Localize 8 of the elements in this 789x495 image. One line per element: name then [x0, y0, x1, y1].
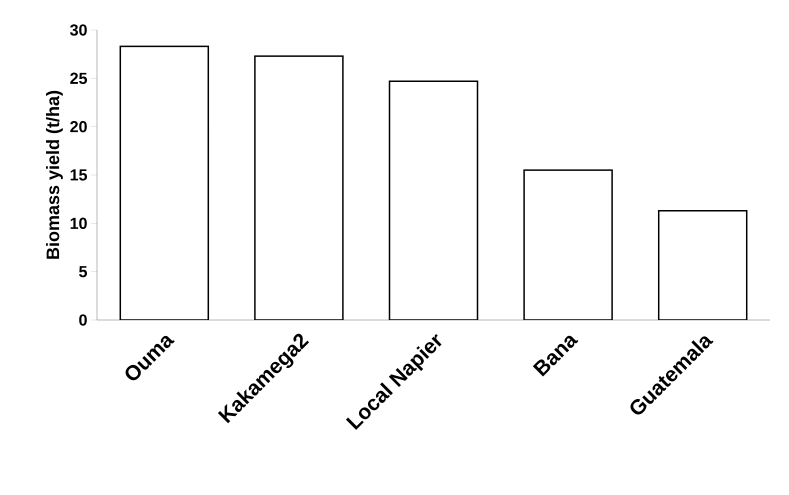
y-tick-label: 20 — [70, 121, 87, 132]
y-tick-label: 15 — [70, 169, 88, 181]
y-tick-label: 5 — [79, 266, 88, 278]
y-tick-label: 0 — [79, 314, 87, 326]
y-tick-label: 30 — [70, 24, 87, 36]
y-tick-label: 10 — [70, 218, 87, 229]
y-tick-label: 25 — [70, 72, 88, 84]
y-axis-title: Biomass yield (t/ha) — [46, 90, 63, 259]
